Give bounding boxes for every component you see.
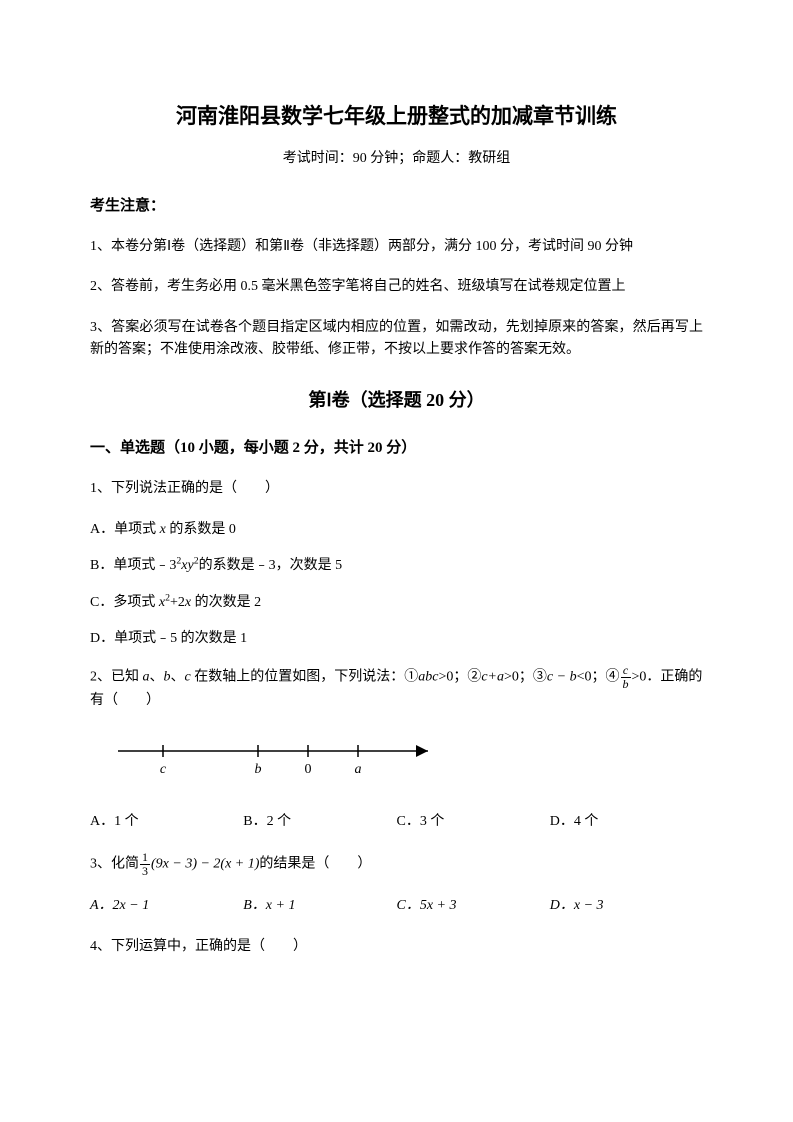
q1-b-mid: xy <box>181 558 193 573</box>
q2-t1: abc <box>418 670 438 685</box>
section-1-heading: 第Ⅰ卷（选择题 20 分） <box>90 386 703 415</box>
part-a-heading: 一、单选题（10 小题，每小题 2 分，共计 20 分） <box>90 436 703 460</box>
q2-numberline: c b 0 a <box>108 731 703 789</box>
q2-stem: 2、已知 a、b、c 在数轴上的位置如图，下列说法：①abc>0；②c+a>0；… <box>90 664 703 713</box>
q3-opt-a: A．2x − 1 <box>90 895 243 917</box>
q2-a: a <box>143 670 150 685</box>
q1-stem: 1、下列说法正确的是（ ） <box>90 478 703 500</box>
q2-opt-d: D．4 个 <box>550 811 703 833</box>
q1-a-pre: A．单项式 <box>90 522 160 537</box>
tick-label-c: c <box>160 762 167 777</box>
page-title: 河南淮阳县数学七年级上册整式的加减章节训练 <box>90 100 703 134</box>
q2-m1: 、 <box>150 670 164 685</box>
q3-options: A．2x − 1 B．x + 1 C．5x + 3 D．x − 3 <box>90 895 703 917</box>
q2-t2: c+a <box>481 670 504 685</box>
q2-t2b: >0；③ <box>504 670 547 685</box>
q1-a-post: 的系数是 0 <box>166 522 236 537</box>
tick-label-0: 0 <box>305 762 312 777</box>
q2-opt-a: A．1 个 <box>90 811 243 833</box>
q4-stem: 4、下列运算中，正确的是（ ） <box>90 936 703 958</box>
notice-heading: 考生注意： <box>90 194 703 218</box>
q1-b-pre: B．单项式﹣3 <box>90 558 176 573</box>
q1-option-d: D．单项式﹣5 的次数是 1 <box>90 628 703 650</box>
q1-c-post: 的次数是 2 <box>191 595 261 610</box>
exam-page: 河南淮阳县数学七年级上册整式的加减章节训练 考试时间：90 分钟；命题人：教研组… <box>0 0 793 1122</box>
q3-frac-den: 3 <box>140 865 150 878</box>
q2-frac-den: b <box>621 678 631 691</box>
notice-2: 2、答卷前，考生务必用 0.5 毫米黑色签字笔将自己的姓名、班级填写在试卷规定位… <box>90 276 703 298</box>
q3-opt-d: D．x − 3 <box>550 895 703 917</box>
q3-pre: 3、化简 <box>90 857 139 872</box>
q2-t3: c − b <box>547 670 577 685</box>
q3-stem: 3、化简13(9x − 3) − 2(x + 1)的结果是（ ） <box>90 851 703 877</box>
q2-opt-c: C．3 个 <box>397 811 550 833</box>
q1-c-mid: +2 <box>170 595 185 610</box>
q1-option-a: A．单项式 x 的系数是 0 <box>90 519 703 541</box>
q1-option-b: B．单项式﹣32xy2的系数是﹣3，次数是 5 <box>90 555 703 577</box>
q2-m3: 在数轴上的位置如图，下列说法：① <box>191 670 419 685</box>
numberline-svg: c b 0 a <box>108 731 448 781</box>
q2-options: A．1 个 B．2 个 C．3 个 D．4 个 <box>90 811 703 833</box>
q2-opt-b: B．2 个 <box>243 811 396 833</box>
q3-expr: (9x − 3) − 2(x + 1) <box>151 857 259 872</box>
q3-opt-b: B．x + 1 <box>243 895 396 917</box>
q3-frac-num: 1 <box>140 851 150 865</box>
q1-option-c: C．多项式 x2+2x 的次数是 2 <box>90 592 703 614</box>
arrow-head <box>416 745 428 757</box>
notice-1: 1、本卷分第Ⅰ卷（选择题）和第Ⅱ卷（非选择题）两部分，满分 100 分，考试时间… <box>90 236 703 258</box>
tick-label-a: a <box>355 762 362 777</box>
tick-label-b: b <box>255 762 262 777</box>
q2-t3b: <0；④ <box>577 670 620 685</box>
q2-frac: cb <box>621 664 631 690</box>
q3-opt-c: C．5x + 3 <box>397 895 550 917</box>
q1-b-post: 的系数是﹣3，次数是 5 <box>199 558 343 573</box>
notice-3: 3、答案必须写在试卷各个题目指定区域内相应的位置，如需改动，先划掉原来的答案，然… <box>90 317 703 362</box>
q2-pre: 2、已知 <box>90 670 143 685</box>
q3-post: 的结果是（ ） <box>259 857 371 872</box>
q2-frac-num: c <box>621 664 631 678</box>
q1-c-pre: C．多项式 <box>90 595 159 610</box>
q3-frac: 13 <box>140 851 150 877</box>
q2-m2: 、 <box>171 670 185 685</box>
q2-b: b <box>164 670 171 685</box>
q2-t1b: >0；② <box>438 670 481 685</box>
page-subtitle: 考试时间：90 分钟；命题人：教研组 <box>90 148 703 170</box>
